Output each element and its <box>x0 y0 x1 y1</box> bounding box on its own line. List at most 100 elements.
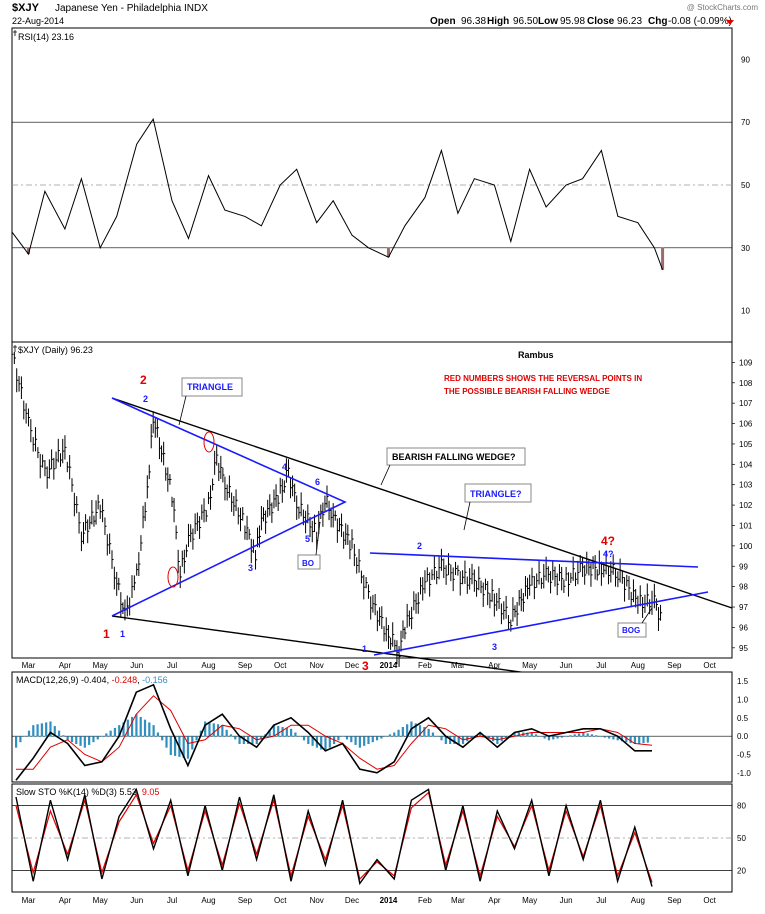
macd-hist-bar <box>449 736 452 744</box>
macd-hist-bar <box>513 732 516 737</box>
macd-hist-bar <box>204 721 207 737</box>
macd-hist-bar <box>625 736 628 743</box>
macd-hist-bar <box>440 736 443 741</box>
stochastic-x-tick-label: Jul <box>167 896 177 905</box>
macd-hist-bar <box>277 726 280 737</box>
price-tick-label: 101 <box>739 521 753 530</box>
stochastic-x-tick-label: Jun <box>560 896 573 905</box>
stochastic-x-tick-label: Oct <box>274 896 287 905</box>
callout-leader <box>315 521 321 556</box>
macd-tick-label: 1.5 <box>737 677 749 686</box>
macd-hist-bar <box>242 736 245 744</box>
price-x-tick-label: Oct <box>274 661 287 670</box>
price-x-tick-label: Jul <box>167 661 177 670</box>
wedge-callout <box>386 447 526 466</box>
bo-callout <box>297 554 321 570</box>
macd-hist-bar <box>92 736 95 743</box>
wave-label-blue: 4 <box>282 462 287 472</box>
macd-hist-bar <box>629 736 632 744</box>
stochastic-tick-label: 80 <box>737 802 746 811</box>
macd-hist-bar <box>397 729 400 737</box>
macd-hist-bar <box>174 736 177 756</box>
macd-title: MACD(12,26,9) -0.404, -0.248, -0.156 <box>16 675 168 685</box>
high-value: 96.50 <box>513 16 538 27</box>
macd-hist-bar <box>40 723 43 737</box>
chg-label: Chg <box>648 16 667 27</box>
macd-hist-bar <box>259 736 263 740</box>
rsi-oversold-fill <box>386 247 390 258</box>
macd-hist-bar <box>105 733 108 737</box>
down-arrow-icon <box>726 20 734 25</box>
macd-hist-bar <box>595 735 598 737</box>
macd-hist-bar <box>427 728 430 737</box>
macd-hist-bar <box>238 736 241 744</box>
wave-label-blue: 4? <box>603 549 614 559</box>
macd-hist-bar <box>225 729 228 737</box>
macd-hist-bar <box>328 736 331 748</box>
macd-hist-bar <box>96 736 99 740</box>
callout-leader <box>178 395 187 426</box>
macd-title-hist: -0.156 <box>142 675 168 685</box>
price-x-tick-label: Apr <box>59 661 72 670</box>
reversal-circle <box>203 431 215 453</box>
macd-hist-bar <box>586 733 589 737</box>
macd-hist-bar <box>358 736 361 748</box>
macd-hist-bar <box>109 730 112 737</box>
macd-hist-bar <box>139 716 142 737</box>
macd-hist-bar <box>229 734 233 737</box>
price-tick-label: 103 <box>739 481 753 490</box>
bo-label: BO <box>302 559 314 568</box>
macd-hist-bar <box>453 736 456 744</box>
macd-hist-bar <box>638 736 641 744</box>
macd-hist-bar <box>152 725 155 737</box>
stochastic-y-axis: 20 50 80 <box>737 802 746 876</box>
macd-hist-bar <box>345 736 349 740</box>
macd-signal-line <box>16 695 653 770</box>
stochastic-x-tick-label: Apr <box>488 896 501 905</box>
stochastic-x-tick-label: Dec <box>345 896 359 905</box>
close-value: 96.23 <box>617 16 642 27</box>
macd-hist-bar <box>100 736 104 737</box>
stochastic-gridlines <box>12 805 732 871</box>
macd-hist-bar <box>57 730 61 737</box>
stochastic-x-tick-label: Jul <box>596 896 606 905</box>
macd-hist-bar <box>307 736 310 744</box>
macd-hist-bar <box>131 716 134 737</box>
price-x-tick-label: Sep <box>667 661 682 670</box>
open-label: Open <box>430 16 456 27</box>
macd-hist-bar <box>552 736 555 740</box>
price-x-tick-label: May <box>93 661 108 670</box>
macd-hist-bar <box>423 727 426 737</box>
chg-value: -0.08 (-0.09%) <box>668 16 732 27</box>
macd-y-axis: -1.0 -0.5 0.0 0.5 1.0 1.5 <box>737 677 751 778</box>
macd-hist-bar <box>216 724 220 737</box>
price-tick-label: 105 <box>739 440 753 449</box>
macd-hist-bar <box>83 736 86 748</box>
macd-hist-bar <box>487 736 490 739</box>
macd-hist-bar <box>418 725 422 737</box>
macd-hist-bar <box>143 719 147 737</box>
macd-hist-bar <box>182 736 185 758</box>
price-x-tick-label: Sep <box>238 661 253 670</box>
open-value: 96.38 <box>461 16 486 27</box>
macd-hist-bar <box>608 736 611 739</box>
macd-tick-label: 1.0 <box>737 696 749 705</box>
price-tick-label: 104 <box>739 460 753 469</box>
macd-hist-bar <box>573 734 576 737</box>
price-panel: $XJY (Daily) 96.23 95 96 97 98 99 100 101 102 10… <box>11 341 753 702</box>
stochastic-x-tick-label: Nov <box>310 896 324 905</box>
triangle-outline <box>111 397 347 617</box>
price-frame <box>11 341 733 659</box>
stochastic-x-tick-label: Aug <box>201 896 215 905</box>
macd-hist-bar <box>612 736 615 740</box>
macd-hist-bar <box>414 723 417 737</box>
rsi-y-axis: 10 30 50 70 90 <box>741 55 750 315</box>
macd-hist-bar <box>272 725 276 737</box>
rsi-title: RSI(14) 23.16 <box>18 32 74 42</box>
macd-hist-bar <box>431 732 435 737</box>
note-line-1: RED NUMBERS SHOWS THE REVERSAL POINTS IN <box>444 374 642 383</box>
rsi-tick-label: 50 <box>741 181 750 190</box>
wave-label-blue: 1 <box>362 644 367 654</box>
macd-hist-bar <box>212 723 215 737</box>
